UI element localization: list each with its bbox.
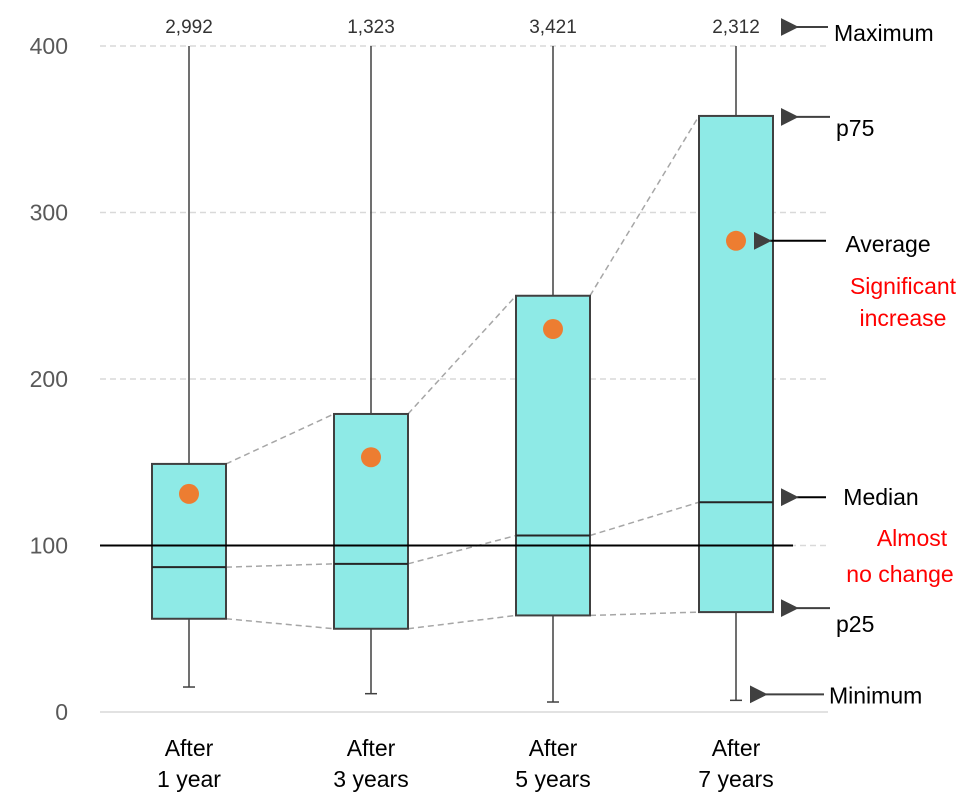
connector-p75 [407,295,517,415]
connector-median [225,563,335,568]
connector-lines [225,115,700,630]
x-axis: After 1 year After 3 years After 5 years… [157,735,774,792]
connector-median [407,534,517,565]
average-dot [361,447,381,468]
average-dot [726,230,746,251]
median-note: Almost [877,525,948,551]
connector-p25 [589,611,700,617]
y-tick-label: 100 [30,533,68,559]
iqr-box [515,294,591,617]
y-tick-label: 300 [30,200,68,226]
x-tick-label: After [347,735,396,761]
y-tick-label: 200 [30,366,68,392]
average-dot [543,319,563,340]
connector-p25 [225,618,335,630]
boxes [100,46,793,703]
average-note: increase [860,305,947,331]
iqr-box [698,114,774,614]
connector-p75 [225,413,335,465]
p75-annotation: p75 [836,115,874,141]
median-note: no change [846,561,953,587]
y-tick-label: 0 [55,699,68,725]
y-tick-label: 400 [30,33,68,59]
x-tick-label: After [529,735,578,761]
maximum-value-label: 1,323 [347,17,395,38]
annotations: Maximum p75 Average Significant increase… [749,18,957,708]
x-tick-label: After [165,735,214,761]
maximum-annotation: Maximum [834,20,934,46]
median-annotation: Median [843,484,918,510]
average-dot [179,483,199,504]
iqr-box [333,412,409,630]
average-annotation: Average [845,231,930,257]
maximum-value-label: 2,992 [165,17,213,38]
connector-p25 [407,614,517,630]
p25-annotation: p25 [836,611,874,637]
minimum-annotation: Minimum [829,682,922,708]
maximum-labels: 2,992 1,323 3,421 2,312 [165,17,760,38]
maximum-value-label: 2,312 [712,17,760,38]
x-tick-label: 1 year [157,766,221,792]
maximum-value-label: 3,421 [529,17,577,38]
connector-median [589,501,700,537]
x-tick-label: 7 years [698,766,773,792]
y-axis: 0 100 200 300 400 [30,33,68,725]
x-tick-label: 5 years [515,766,590,792]
x-tick-label: After [712,735,761,761]
average-note: Significant [850,273,957,299]
x-tick-label: 3 years [333,766,408,792]
connector-p75 [589,115,700,297]
